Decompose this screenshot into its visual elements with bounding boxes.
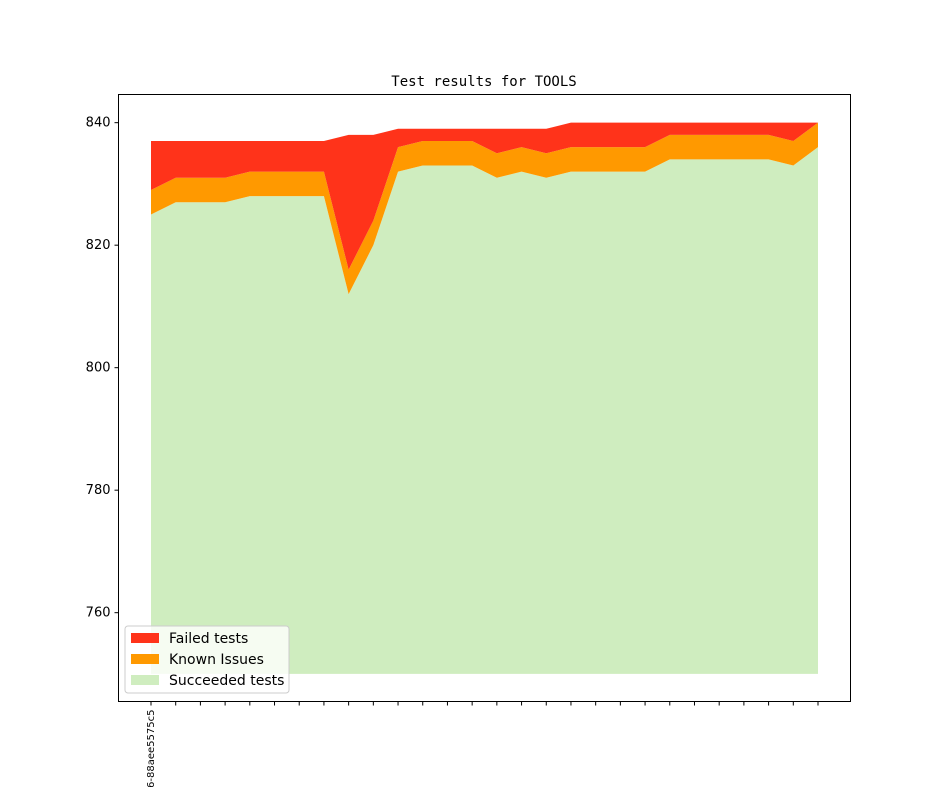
area-known-issues	[151, 122, 818, 295]
legend-swatch	[131, 633, 159, 643]
legend-label: Failed tests	[169, 631, 248, 647]
chart-title: Test results for TOOLS	[391, 74, 576, 90]
y-tick-label: 760	[86, 606, 111, 621]
legend-swatch	[131, 654, 159, 664]
x-tick-label: 6-88aee5575c5	[146, 710, 157, 787]
area-failed-tests	[151, 122, 818, 270]
plot-frame	[118, 94, 851, 702]
y-tick-label: 840	[86, 116, 111, 131]
legend-label: Known Issues	[169, 652, 264, 668]
legend-swatch	[131, 675, 159, 685]
area-succeeded-tests	[151, 147, 818, 674]
y-tick-label: 820	[86, 238, 111, 253]
legend-label: Succeeded tests	[169, 673, 284, 689]
legend: Failed tests Known Issues Succeeded tests	[124, 625, 290, 694]
y-tick-label: 780	[86, 483, 111, 498]
y-tick-label: 800	[86, 361, 111, 376]
